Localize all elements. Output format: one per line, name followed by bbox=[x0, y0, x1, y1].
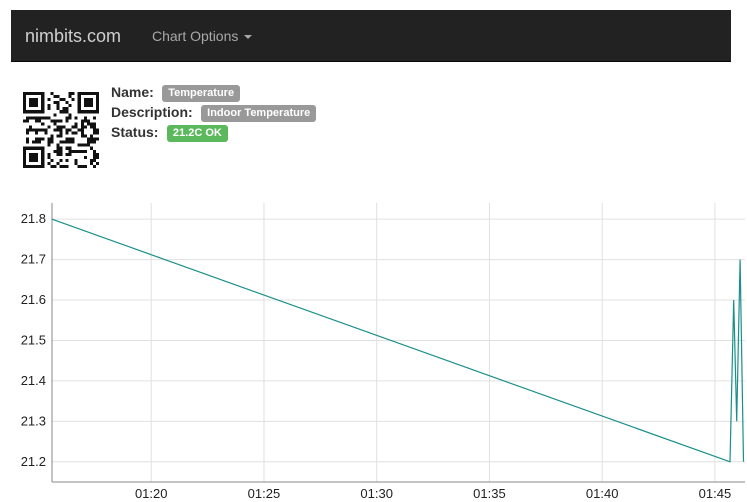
y-tick-label: 21.2 bbox=[21, 454, 46, 469]
y-axis-ticks: 21.2 21.3 21.4 21.5 21.6 21.7 21.8 bbox=[21, 211, 46, 469]
caret-down-icon bbox=[244, 35, 253, 40]
chart-options-menu[interactable]: Chart Options bbox=[152, 27, 253, 45]
y-tick-label: 21.4 bbox=[21, 373, 46, 388]
y-tick-label: 21.3 bbox=[21, 413, 46, 428]
x-tick-label: 01:20 bbox=[135, 486, 168, 501]
status-row: Status: 21.2C OK bbox=[111, 124, 228, 142]
chart-options-label: Chart Options bbox=[152, 28, 239, 44]
x-tick-label: 01:25 bbox=[248, 486, 281, 501]
temperature-chart: 21.221.321.421.521.621.721.8 01:20 01:25 0… bbox=[21, 203, 745, 501]
description-badge: Indoor Temperature bbox=[201, 105, 317, 122]
x-axis-ticks: 01:20 01:25 01:30 01:35 01:40 01:45 bbox=[135, 486, 731, 501]
temperature-series-line bbox=[51, 218, 745, 463]
y-tick-label: 21.5 bbox=[21, 332, 46, 347]
description-row: Description: Indoor Temperature bbox=[111, 104, 317, 122]
y-tick-label: 21.6 bbox=[21, 292, 46, 307]
name-badge: Temperature bbox=[162, 85, 241, 102]
status-badge: 21.2C OK bbox=[166, 125, 228, 142]
name-row: Name: Temperature bbox=[111, 84, 241, 102]
x-tick-label: 01:45 bbox=[699, 486, 732, 501]
name-label: Name: bbox=[111, 84, 154, 100]
x-tick-label: 01:40 bbox=[586, 486, 619, 501]
x-tick-label: 01:35 bbox=[473, 486, 506, 501]
y-tick-label: 21.8 bbox=[21, 211, 46, 226]
navbar: nimbits.com Chart Options bbox=[11, 10, 731, 62]
x-tick-label: 01:30 bbox=[360, 486, 393, 501]
description-label: Description: bbox=[111, 104, 193, 120]
brand-link[interactable]: nimbits.com bbox=[25, 26, 122, 46]
status-label: Status: bbox=[111, 124, 159, 140]
chart-grid bbox=[52, 203, 745, 482]
y-tick-label: 21.7 bbox=[21, 252, 46, 267]
qr-code-icon bbox=[23, 92, 99, 168]
